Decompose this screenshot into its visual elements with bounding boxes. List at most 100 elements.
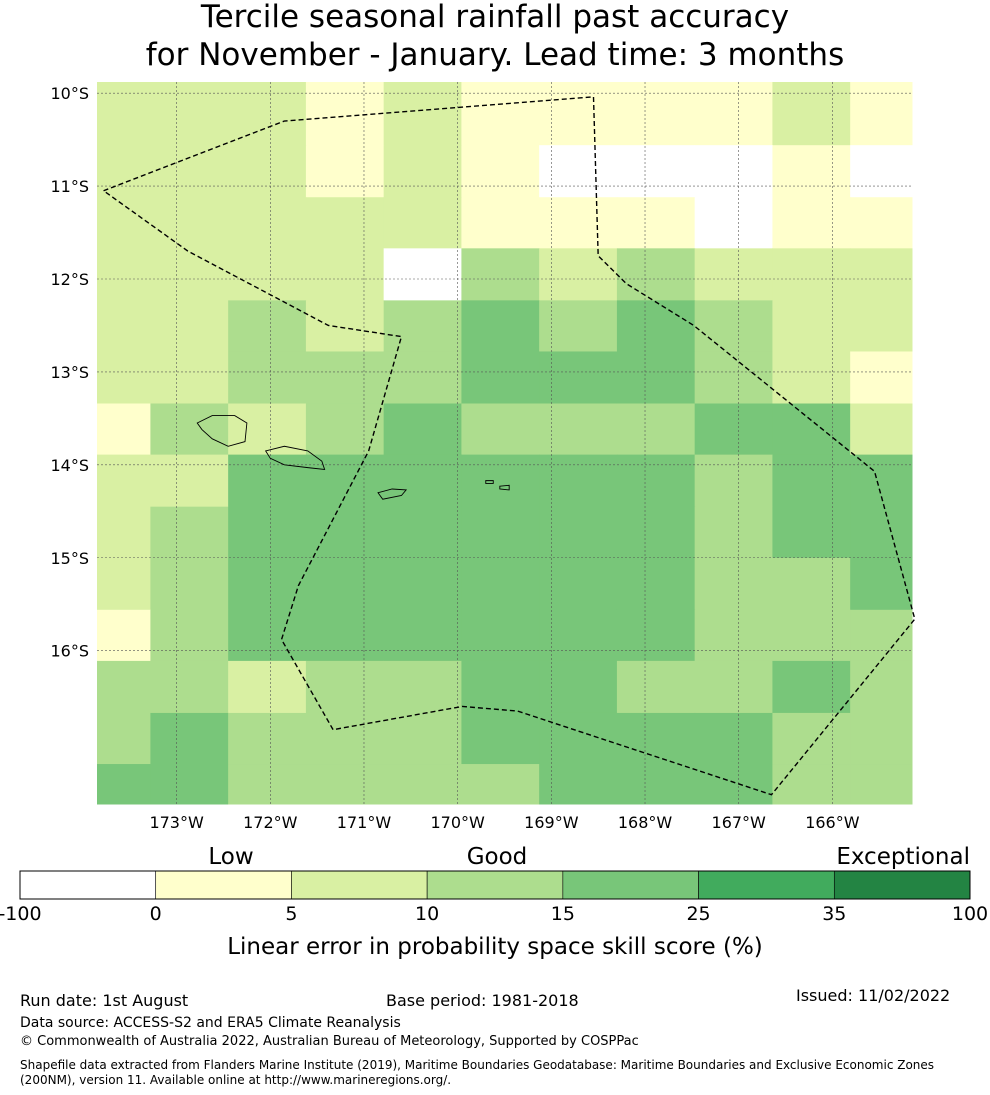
longitude-label: 169°W	[524, 813, 579, 832]
latitude-labels: 10°S 11°S 12°S 13°S 14°S 15°S 16°S	[50, 84, 89, 661]
grid-cell	[305, 712, 385, 765]
grid-cell	[97, 506, 151, 559]
grid-cell	[97, 712, 151, 765]
graticule	[97, 82, 912, 804]
legend-tick-label: 25	[686, 903, 710, 925]
longitude-label: 172°W	[243, 813, 298, 832]
grid-cell	[616, 609, 696, 662]
grid-cell	[228, 712, 307, 765]
grid-cell	[616, 764, 696, 805]
legend-category-labels: Low Good Exceptional	[208, 844, 970, 870]
grid-cell	[461, 145, 540, 198]
grid-cell	[539, 248, 618, 301]
grid-cell	[772, 764, 851, 805]
grid-cell	[228, 197, 307, 249]
grid-cell	[461, 454, 540, 508]
latitude-label: 15°S	[50, 549, 89, 568]
grid-cell	[97, 609, 151, 662]
grid-cell	[228, 351, 307, 405]
skill-grid	[97, 82, 913, 805]
grid-cell	[461, 506, 540, 559]
grid-cell	[305, 248, 385, 301]
grid-cell	[850, 764, 913, 805]
grid-cell	[97, 248, 151, 301]
grid-cell	[616, 248, 696, 301]
grid-cell	[97, 197, 151, 249]
grid-cell	[150, 506, 229, 559]
legend-bin	[562, 870, 699, 900]
latitude-label: 13°S	[50, 363, 89, 382]
longitude-label: 166°W	[805, 813, 860, 832]
legend-bin	[291, 870, 428, 900]
grid-cell	[850, 351, 913, 405]
map-title-line-2: for November - January. Lead time: 3 mon…	[145, 37, 845, 73]
legend-tick-label: 0	[150, 903, 162, 925]
legend-bin	[155, 870, 292, 900]
longitude-label: 170°W	[430, 813, 485, 832]
grid-cell	[305, 764, 385, 805]
grid-cell	[850, 454, 913, 508]
legend-axis-label: Linear error in probability space skill …	[227, 934, 763, 960]
grid-cell	[850, 300, 913, 352]
grid-cell	[616, 197, 696, 249]
issued-date: Issued: 11/02/2022	[796, 986, 951, 1005]
grid-cell	[461, 300, 540, 352]
grid-cell	[461, 557, 540, 611]
grid-cell	[383, 660, 462, 714]
grid-cell	[850, 557, 913, 611]
legend-tick-label: 5	[285, 903, 297, 925]
grid-cell	[305, 351, 385, 405]
grid-cell	[228, 660, 307, 714]
grid-cell	[694, 609, 773, 662]
colorbar-legend: Low Good Exceptional -100 0 5 10 15 25 35 100 Lin…	[0, 844, 988, 960]
grid-cell	[461, 403, 540, 456]
legend-bin	[698, 870, 835, 900]
grid-cell	[539, 764, 618, 805]
grid-cell	[228, 403, 307, 456]
grid-cell	[461, 660, 540, 714]
grid-cell	[850, 712, 913, 765]
grid-cell	[461, 712, 540, 765]
grid-cell	[461, 197, 540, 249]
map-title-line-1: Tercile seasonal rainfall past accuracy	[200, 0, 790, 35]
longitude-label: 167°W	[712, 813, 767, 832]
grid-cell	[694, 454, 773, 508]
island-outline	[485, 480, 494, 484]
grid-cell	[850, 248, 913, 301]
grid-cell	[616, 351, 696, 405]
grid-cell	[97, 557, 151, 611]
grid-cell	[228, 82, 307, 146]
grid-cell	[772, 197, 851, 249]
grid-cell	[228, 764, 307, 805]
grid-cell	[150, 557, 229, 611]
grid-cell	[228, 300, 307, 352]
grid-cell	[150, 300, 229, 352]
grid-cell	[305, 609, 385, 662]
grid-cell	[539, 557, 618, 611]
grid-cell	[772, 300, 851, 352]
latitude-label: 10°S	[50, 84, 89, 103]
grid-cell	[772, 403, 851, 456]
grid-cell	[97, 403, 151, 456]
copyright-notice: © Commonwealth of Australia 2022, Austra…	[20, 1034, 639, 1049]
grid-cell	[228, 506, 307, 559]
grid-cell	[694, 403, 773, 456]
island-outline	[264, 445, 326, 471]
shapefile-credit: Shapefile data extracted from Flanders M…	[20, 1058, 935, 1087]
longitude-label: 173°W	[149, 813, 204, 832]
island-outline	[196, 415, 248, 447]
latitude-label: 16°S	[50, 642, 89, 661]
grid-cell	[150, 145, 229, 198]
grid-cell	[97, 82, 151, 146]
base-period: Base period: 1981-2018	[386, 991, 579, 1010]
grid-cell	[383, 300, 462, 352]
grid-cell	[616, 145, 696, 198]
grid-cell	[539, 351, 618, 405]
grid-cell	[694, 82, 773, 146]
grid-cell	[228, 557, 307, 611]
grid-cell	[616, 506, 696, 559]
grid-cell	[383, 712, 462, 765]
coastlines	[196, 415, 510, 500]
grid-cell	[772, 557, 851, 611]
grid-cell	[383, 145, 462, 198]
